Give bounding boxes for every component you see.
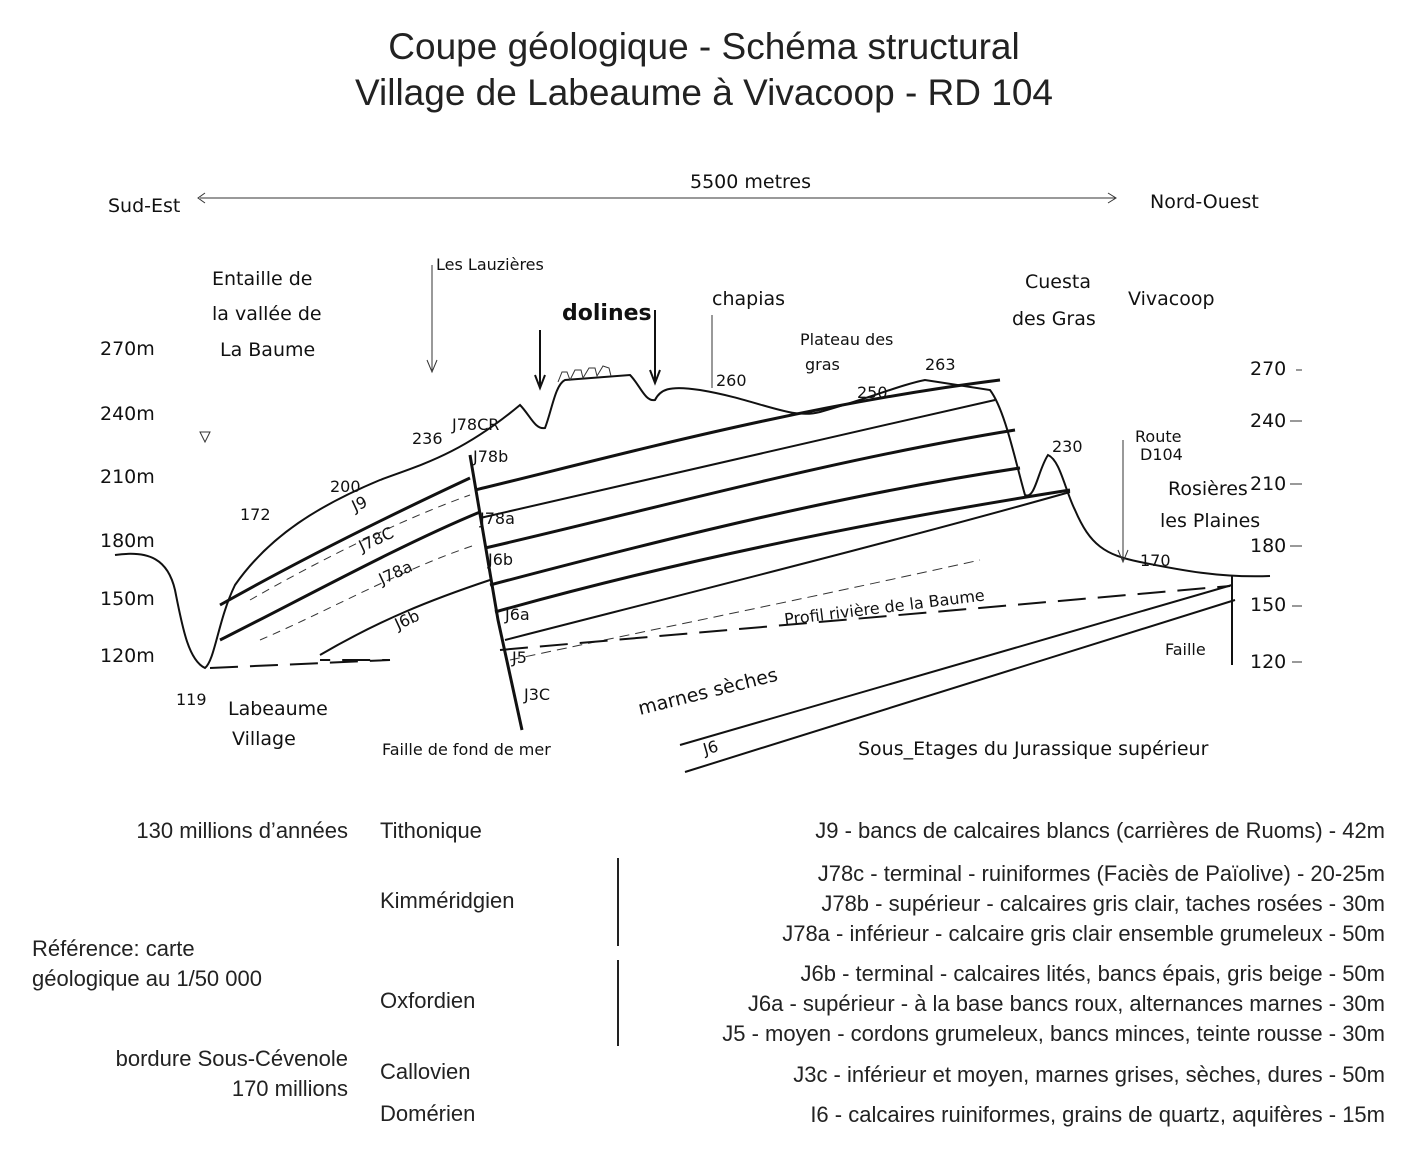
- desc-j78a: J78a - inférieur - calcaire gris clair e…: [782, 921, 1385, 946]
- label-vivacoop: Vivacoop: [1128, 288, 1215, 310]
- label-entaille: la vallée de: [212, 303, 322, 325]
- stage-kimmeridgien: Kimméridgien: [380, 888, 515, 913]
- bracket-oxfordien: [617, 960, 619, 1046]
- label-profil-riviere: Profil rivière de la Baume: [783, 586, 986, 629]
- bracket-kimmeridgien: [617, 858, 619, 946]
- desc-i6: I6 - calcaires ruiniformes, grains de qu…: [810, 1102, 1385, 1127]
- label-rosieres: Rosières: [1168, 478, 1248, 500]
- desc-j9: J9 - bancs de calcaires blancs (carrière…: [815, 818, 1385, 843]
- j6-band: [679, 584, 1236, 773]
- layer-j6b: J6b: [487, 550, 513, 569]
- scale-180: 180: [1250, 535, 1286, 557]
- label-sous-etages: Sous_Etages du Jurassique supérieur: [858, 738, 1209, 760]
- alt-250: 250: [857, 383, 888, 402]
- ruiniform-relief: [557, 365, 612, 383]
- label-faille-fond-de-mer: Faille de fond de mer: [382, 740, 551, 759]
- scale-240: 240m: [100, 403, 155, 425]
- layer-j78c: J78C: [355, 523, 397, 556]
- stage-callovien: Callovien: [380, 1059, 471, 1084]
- label-plateau: Plateau des: [800, 330, 893, 349]
- label-rosieres: les Plaines: [1160, 510, 1260, 532]
- label-les-lauzieres: Les Lauzières: [436, 255, 544, 274]
- scale-210: 210: [1250, 473, 1286, 495]
- distance-label: 5500 metres: [690, 171, 811, 193]
- note-reference: géologique au 1/50 000: [32, 966, 262, 991]
- scale-150: 150: [1250, 594, 1286, 616]
- pointer-arrows: [199, 265, 1129, 564]
- layer-j6b: J6b: [391, 606, 423, 634]
- layer-j3c: J3C: [523, 685, 550, 704]
- scale-240: 240: [1250, 410, 1286, 432]
- layer-j78cr: J78CR: [451, 415, 499, 434]
- title-line-2: Village de Labeaume à Vivacoop - RD 104: [355, 72, 1053, 113]
- label-cuesta: des Gras: [1012, 308, 1096, 330]
- ground-profile: [114, 373, 1271, 670]
- note-age-top: 130 millions d’années: [136, 818, 348, 843]
- label-entaille: Entaille de: [212, 268, 312, 290]
- label-plateau: gras: [805, 355, 840, 374]
- label-dolines: dolines: [562, 301, 652, 326]
- label-faille: Faille: [1165, 640, 1206, 659]
- desc-j78c: J78c - terminal - ruiniformes (Faciès de…: [817, 861, 1385, 886]
- altitude-points: 119 172 200 236 260 250 263 230 170: [176, 355, 1171, 709]
- stage-domerien: Domérien: [380, 1101, 476, 1126]
- layer-j78a: J78a: [375, 557, 416, 589]
- label-route: Route: [1135, 427, 1181, 446]
- layer-j6a: J6a: [504, 605, 530, 624]
- scale-270: 270m: [100, 338, 155, 360]
- left-block-layers: [219, 476, 491, 656]
- label-labeaume: Labeaume: [228, 698, 328, 720]
- note-age-bottom: 170 millions: [231, 1076, 348, 1101]
- scale-120: 120m: [100, 645, 155, 667]
- note-reference: Référence: carte: [32, 936, 195, 961]
- label-route: D104: [1140, 445, 1183, 464]
- right-block-layers: [474, 378, 1071, 661]
- label-chapias: chapias: [712, 288, 785, 310]
- label-entaille: La Baume: [220, 339, 315, 361]
- layer-j78b: J78b: [472, 447, 508, 466]
- nord-ouest-label: Nord-Ouest: [1150, 191, 1259, 213]
- layer-j9: J9: [348, 492, 370, 516]
- alt-263: 263: [925, 355, 956, 374]
- desc-j3c: J3c - inférieur et moyen, marnes grises,…: [793, 1062, 1385, 1087]
- layer-j6: J6: [700, 736, 721, 759]
- layer-j5: J5: [511, 648, 527, 667]
- label-labeaume: Village: [232, 728, 296, 750]
- alt-172: 172: [240, 505, 271, 524]
- arrow-heads: [197, 192, 1117, 204]
- alt-236: 236: [412, 429, 443, 448]
- label-cuesta: Cuesta: [1025, 271, 1091, 293]
- alt-230: 230: [1052, 437, 1083, 456]
- desc-j78b: J78b - supérieur - calcaires gris clair,…: [821, 891, 1385, 916]
- scale-150: 150m: [100, 588, 155, 610]
- title-line-1: Coupe géologique - Schéma structural: [388, 26, 1020, 67]
- alt-119: 119: [176, 690, 207, 709]
- scale-270: 270: [1250, 358, 1286, 380]
- desc-j5: J5 - moyen - cordons grumeleux, bancs mi…: [722, 1021, 1385, 1046]
- geological-cross-section: 5500 metres Sud-Est Nord-Ouest 270m 240m…: [100, 171, 1302, 773]
- alt-170: 170: [1140, 551, 1171, 570]
- desc-j6b: J6b - terminal - calcaires lités, bancs …: [800, 961, 1385, 986]
- note-bordure: bordure Sous-Cévenole: [115, 1046, 348, 1071]
- river-profile-line: [209, 585, 1231, 669]
- label-marnes-seches: marnes sèches: [636, 664, 780, 720]
- scale-120: 120: [1250, 651, 1286, 673]
- sud-est-label: Sud-Est: [108, 195, 180, 217]
- layer-j78a: J78a: [479, 509, 515, 528]
- left-altitude-scale: 270m 240m 210m 180m 150m 120m: [100, 338, 155, 667]
- fault-line: [468, 454, 524, 731]
- alt-260: 260: [716, 371, 747, 390]
- stage-oxfordien: Oxfordien: [380, 988, 476, 1013]
- alt-200: 200: [330, 477, 361, 496]
- scale-180: 180m: [100, 530, 155, 552]
- scale-210: 210m: [100, 466, 155, 488]
- desc-j6a: J6a - supérieur - à la base bancs roux, …: [747, 991, 1385, 1016]
- right-altitude-scale: 270 240 210 180 150 120: [1250, 358, 1302, 673]
- stage-tithonique: Tithonique: [380, 818, 482, 843]
